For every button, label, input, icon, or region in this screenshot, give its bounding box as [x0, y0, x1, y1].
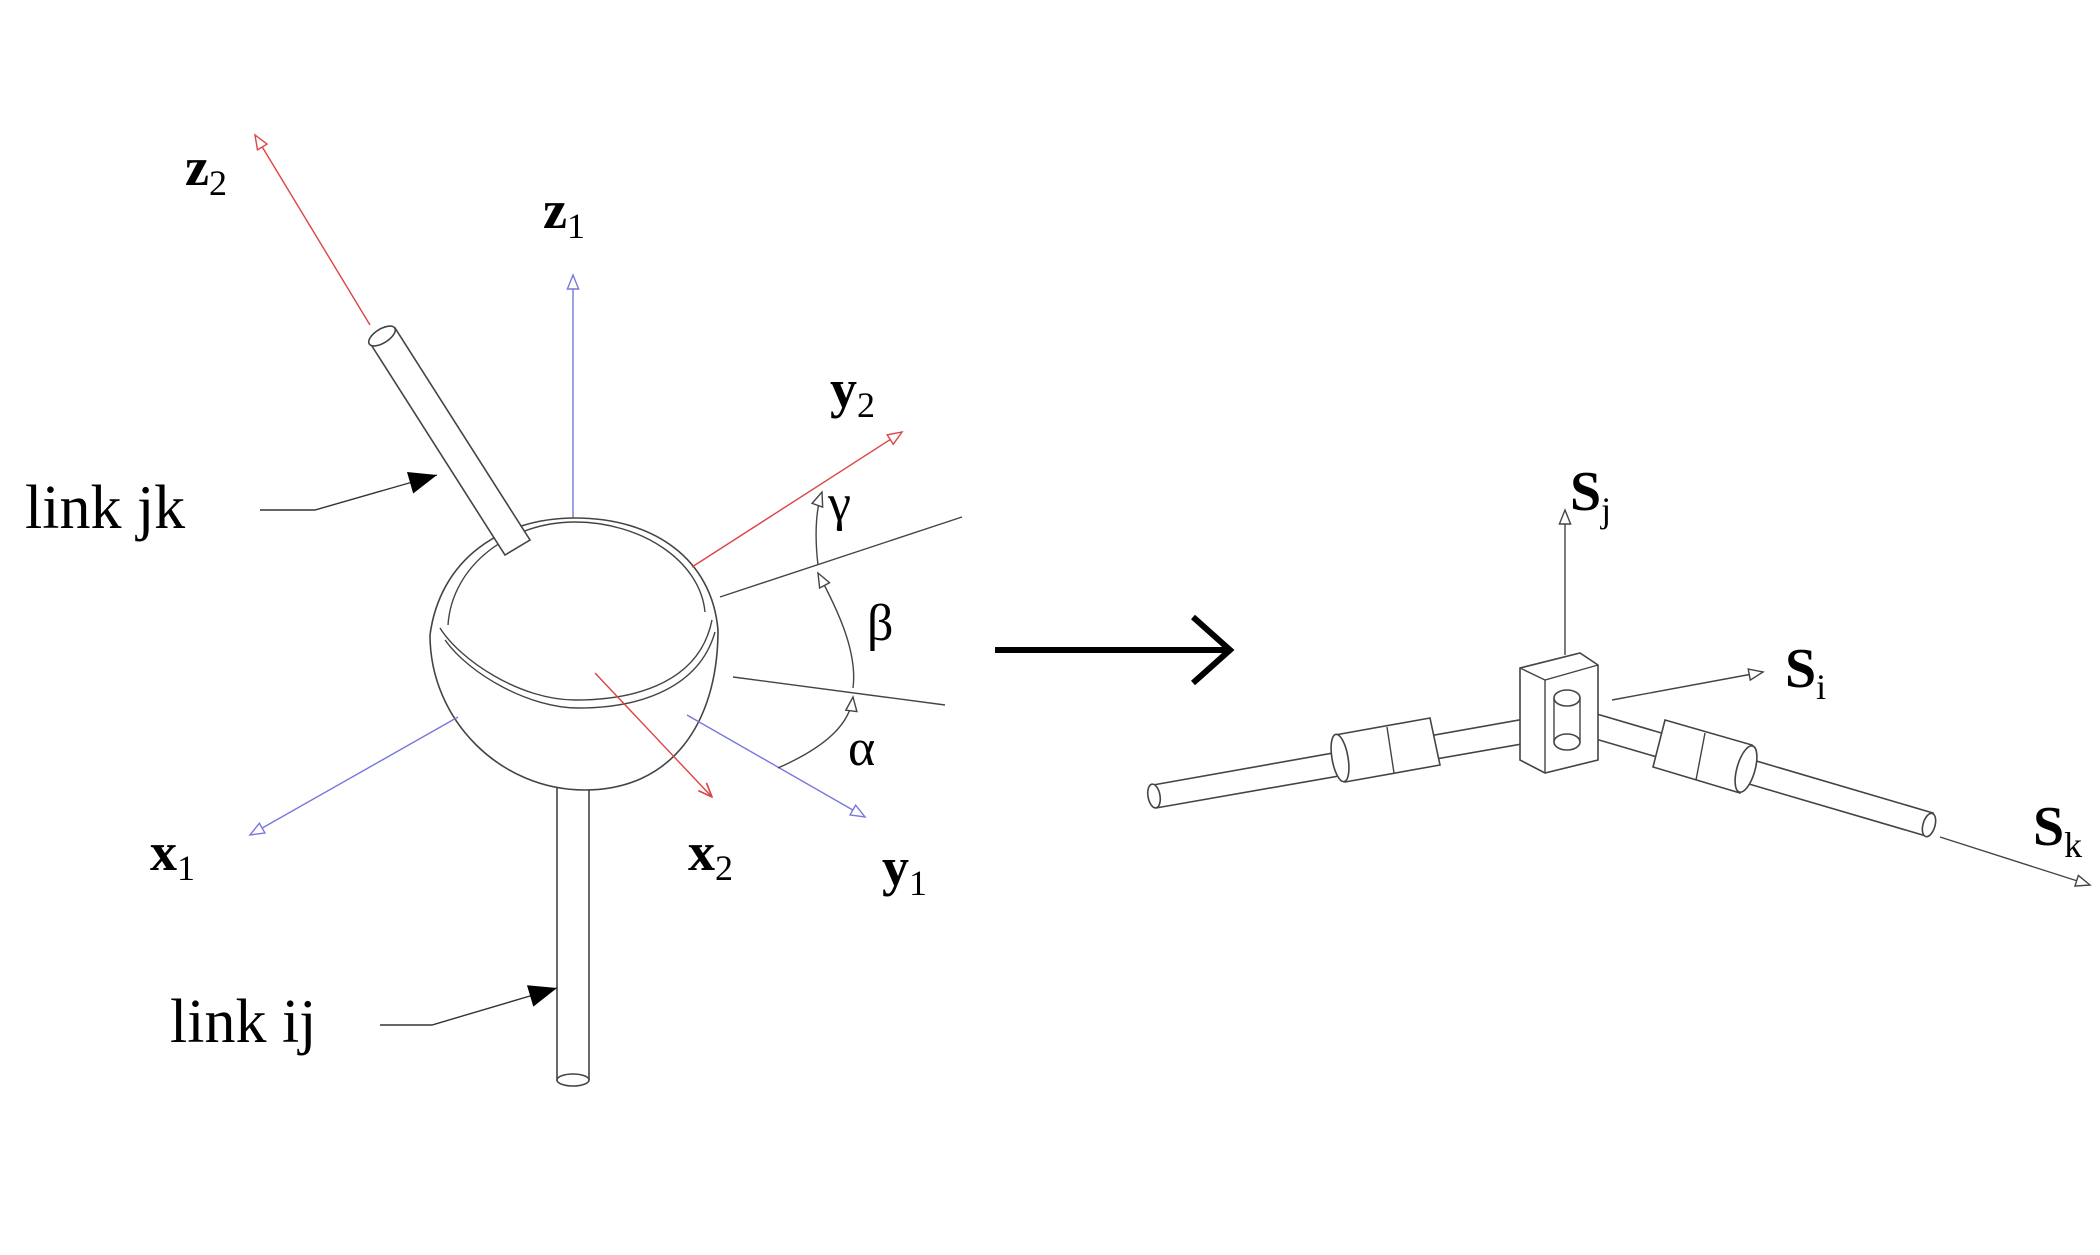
gamma-label: γ	[827, 475, 851, 532]
x1-label: x1	[150, 822, 195, 888]
z2-label: z2	[185, 137, 227, 203]
x2-label: x2	[688, 822, 733, 888]
central-joint-block	[1519, 652, 1599, 774]
y2-label: y2	[830, 359, 875, 425]
beta-label: β	[867, 595, 893, 652]
y2-axis	[691, 430, 904, 568]
link-ij-rod	[556, 769, 590, 1087]
sphere-joint	[429, 517, 719, 791]
spherical-joint-figure: z2 z1 y2 x1 x2 y1 γ β α link jk link ij	[25, 133, 963, 1087]
right-rod	[1580, 711, 1937, 838]
link-jk-rod	[367, 325, 532, 557]
x2-axis	[594, 672, 712, 797]
sk-label: Sk	[2033, 796, 2082, 865]
sj-label: Sj	[1570, 461, 1611, 530]
right-arrow-icon	[995, 614, 1235, 686]
z1-label: z1	[543, 180, 585, 246]
link-jk-label: link jk	[25, 474, 185, 542]
beta-arc	[817, 571, 855, 689]
si-axis	[1611, 668, 1765, 701]
alpha-arc	[777, 695, 858, 769]
right-collar	[1652, 719, 1758, 795]
gamma-arc	[810, 490, 824, 566]
link-ij-label: link ij	[170, 988, 316, 1056]
z2-axis	[254, 133, 371, 326]
x1-axis	[248, 716, 459, 836]
reference-line-lower	[732, 676, 946, 706]
y1-axis	[686, 714, 867, 818]
si-label: Si	[1785, 638, 1826, 707]
left-collar	[1330, 717, 1441, 783]
sk-axis	[1939, 836, 2092, 887]
y1-label: y1	[882, 837, 927, 903]
link-ij-leader	[380, 985, 558, 1026]
revolute-chain-figure: Sj Si Sk	[1146, 461, 2092, 887]
reference-line-upper	[719, 516, 963, 598]
alpha-label: α	[848, 720, 875, 777]
link-jk-leader	[260, 471, 438, 511]
